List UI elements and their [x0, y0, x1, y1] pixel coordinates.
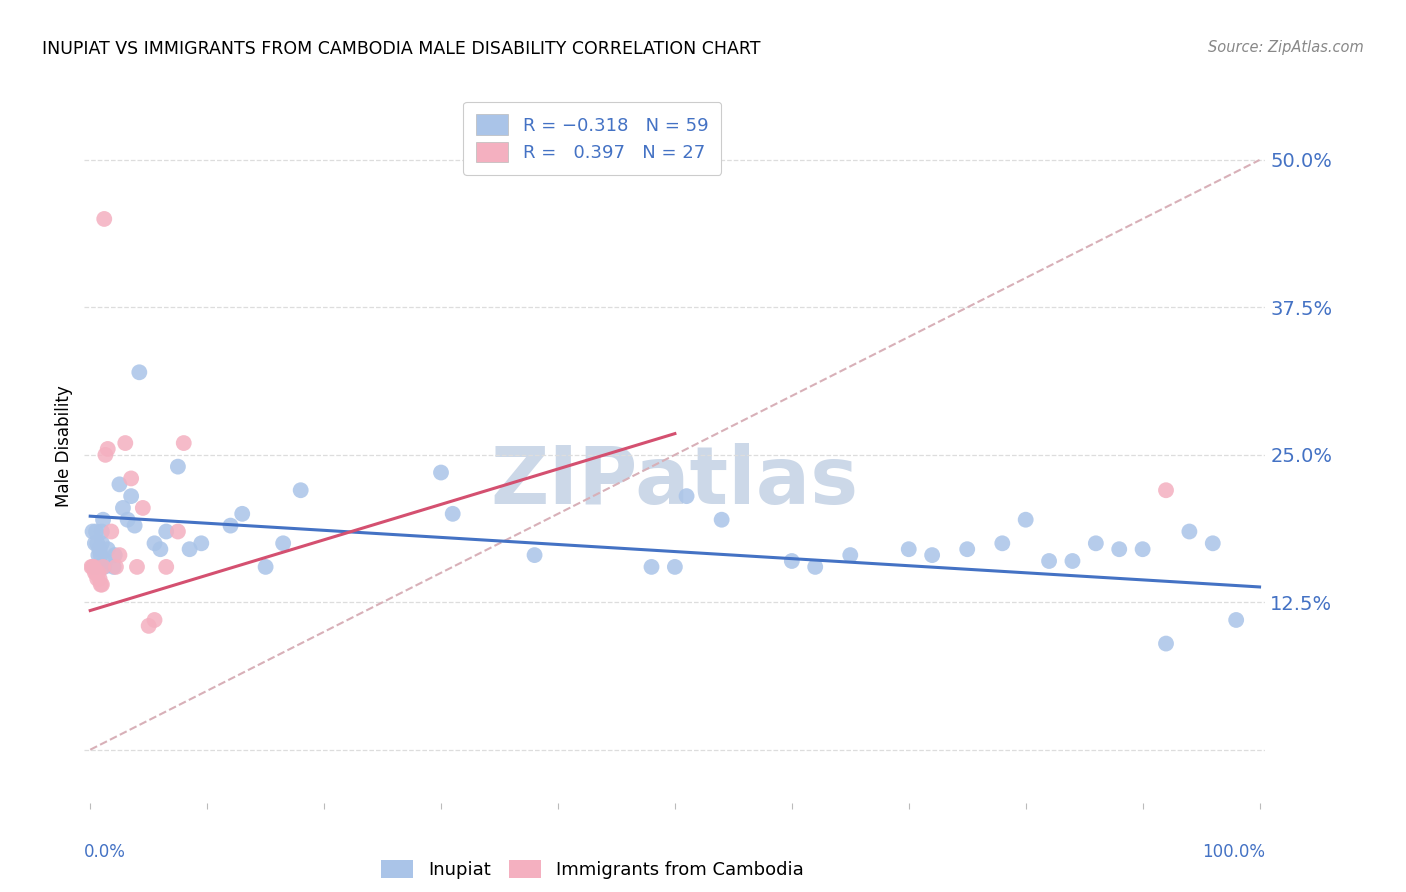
Point [254, 560, 277, 574]
Point [83, 566, 105, 580]
Point [155, 524, 177, 539]
Point [167, 459, 190, 474]
Point [839, 548, 862, 562]
Point [89, 542, 111, 557]
Point [523, 548, 546, 562]
Point [84, 560, 107, 574]
Point [149, 542, 172, 557]
Point [804, 560, 827, 574]
Point [143, 536, 166, 550]
Point [90, 524, 112, 539]
Point [97, 542, 120, 557]
Point [190, 536, 212, 550]
Point [86, 572, 108, 586]
Point [83, 536, 105, 550]
Point [89, 542, 111, 557]
Text: ZIPatlas: ZIPatlas [491, 442, 859, 521]
Point [90, 577, 112, 591]
Point [120, 489, 142, 503]
Point [103, 560, 125, 574]
Point [132, 500, 155, 515]
Point [138, 619, 160, 633]
Point [97, 442, 120, 456]
Point [87, 566, 110, 580]
Point [1084, 536, 1107, 550]
Legend: Inupiat, Immigrants from Cambodia: Inupiat, Immigrants from Cambodia [374, 853, 811, 887]
Point [124, 518, 146, 533]
Point [179, 542, 201, 557]
Point [111, 500, 134, 515]
Text: 0.0%: 0.0% [84, 843, 127, 861]
Point [91, 513, 114, 527]
Point [1154, 483, 1177, 498]
Point [90, 548, 112, 562]
Y-axis label: Male Disability: Male Disability [55, 385, 73, 507]
Point [128, 365, 150, 379]
Point [114, 436, 136, 450]
Point [100, 524, 122, 539]
Point [921, 548, 943, 562]
Point [143, 613, 166, 627]
Point [1154, 636, 1177, 650]
Point [1202, 536, 1225, 550]
Point [664, 560, 686, 574]
Point [1062, 554, 1084, 568]
Point [430, 466, 453, 480]
Point [167, 524, 190, 539]
Point [120, 471, 142, 485]
Point [82, 560, 104, 574]
Point [290, 483, 312, 498]
Point [1015, 513, 1038, 527]
Point [1038, 554, 1060, 568]
Point [219, 518, 242, 533]
Point [93, 211, 115, 226]
Point [1225, 613, 1247, 627]
Point [780, 554, 803, 568]
Point [173, 436, 195, 450]
Point [94, 448, 117, 462]
Point [87, 548, 110, 562]
Point [84, 524, 107, 539]
Point [90, 536, 112, 550]
Point [94, 554, 117, 568]
Text: Source: ZipAtlas.com: Source: ZipAtlas.com [1208, 40, 1364, 55]
Point [104, 548, 127, 562]
Point [93, 560, 115, 574]
Text: 100.0%: 100.0% [1202, 843, 1265, 861]
Point [89, 572, 111, 586]
Point [117, 513, 139, 527]
Text: INUPIAT VS IMMIGRANTS FROM CAMBODIA MALE DISABILITY CORRELATION CHART: INUPIAT VS IMMIGRANTS FROM CAMBODIA MALE… [42, 40, 761, 58]
Point [675, 489, 697, 503]
Point [1132, 542, 1154, 557]
Point [80, 560, 103, 574]
Point [91, 560, 114, 574]
Point [991, 536, 1014, 550]
Point [108, 477, 131, 491]
Point [86, 536, 108, 550]
Point [108, 548, 131, 562]
Point [125, 560, 148, 574]
Point [1108, 542, 1130, 557]
Point [271, 536, 294, 550]
Point [90, 577, 112, 591]
Point [1178, 524, 1201, 539]
Point [83, 560, 105, 574]
Point [640, 560, 662, 574]
Point [84, 566, 107, 580]
Point [441, 507, 464, 521]
Point [897, 542, 920, 557]
Point [155, 560, 177, 574]
Point [83, 560, 105, 574]
Point [710, 513, 733, 527]
Point [231, 507, 253, 521]
Point [104, 560, 127, 574]
Point [82, 524, 104, 539]
Point [956, 542, 979, 557]
